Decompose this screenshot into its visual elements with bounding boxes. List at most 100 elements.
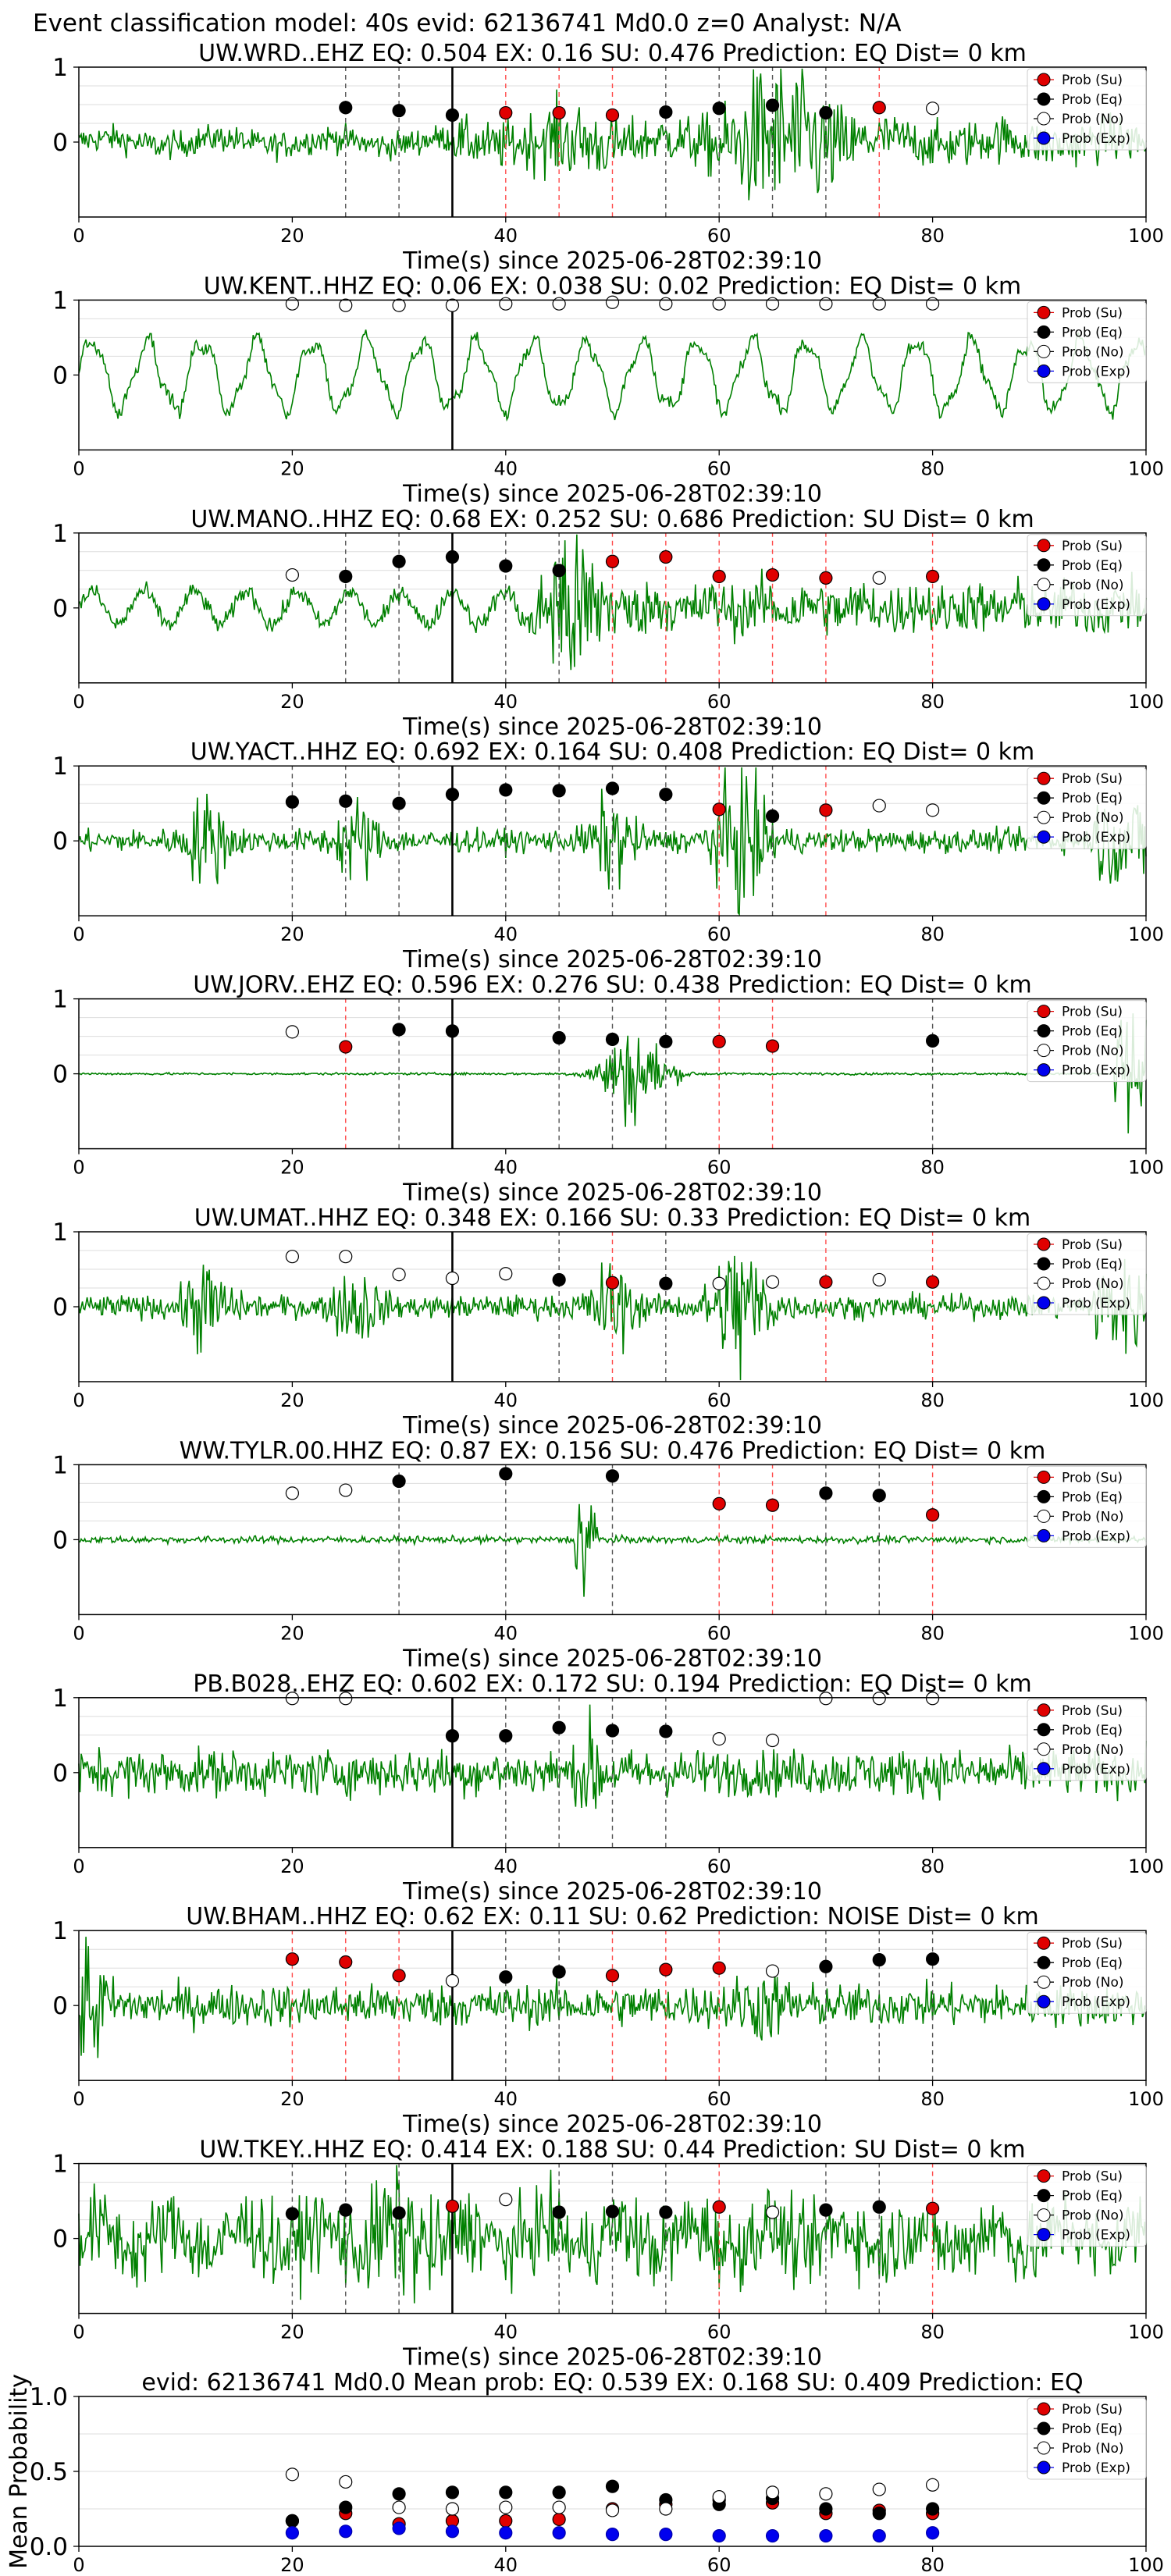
mean-prob-marker-no [925,2478,940,2492]
x-tick-label: 60 [707,457,731,479]
y-tick-label: 0 [52,1526,68,1554]
seismic-trace [78,1937,1147,2058]
y-axis-label: Mean Probability [5,2374,33,2569]
prob-marker-eq [499,559,513,573]
legend-marker [1037,1005,1051,1019]
prob-marker-eq [445,108,460,123]
mean-prob-marker-exp [712,2528,726,2543]
legend-label: Prob (Eq) [1062,558,1123,574]
legend-label: Prob (Exp) [1062,1296,1130,1311]
x-tick-label: 20 [280,2554,304,2576]
prob-marker-eq [552,2205,566,2219]
prob-marker-no [925,101,940,116]
x-axis-label: Time(s) since 2025-06-28T02:39:10 [402,1645,822,1672]
legend-label: Prob (Su) [1062,1703,1123,1719]
mean-prob-marker-eq [605,2479,620,2493]
legend-label: Prob (Exp) [1062,1762,1130,1777]
prob-marker-eq [659,2205,673,2219]
prob-marker-eq [552,564,566,578]
y-tick-label: 0 [52,1759,68,1788]
x-tick-label: 80 [920,923,945,945]
x-tick-label: 60 [707,225,731,247]
mean-prob-marker-no [659,2502,673,2516]
prob-marker-su [765,568,780,582]
legend-marker [1037,1994,1051,2008]
x-tick-label: 0 [73,2554,84,2576]
x-tick-label: 0 [73,1856,84,1877]
x-tick-label: 0 [73,923,84,945]
legend-marker [1037,1509,1051,1523]
y-tick-label: 0.5 [30,2458,68,2486]
y-tick-label: 0 [52,827,68,856]
prob-marker-eq [925,1952,940,1966]
prob-marker-eq [339,2203,353,2217]
x-tick-label: 60 [707,691,731,713]
panel-title: UW.MANO..HHZ EQ: 0.68 EX: 0.252 SU: 0.68… [190,506,1034,533]
mean-prob-marker-exp [339,2524,353,2539]
prob-marker-no [499,297,513,311]
x-tick-label: 60 [707,1622,731,1644]
prob-marker-eq [392,104,406,118]
mean-prob-marker-no [712,2490,726,2504]
x-tick-label: 0 [73,225,84,247]
legend-frame [1027,1931,1147,2014]
mean-prob-marker-no [605,2503,620,2517]
prob-marker-eq [339,569,353,584]
x-tick-label: 80 [920,1622,945,1644]
prob-marker-eq [392,1023,406,1037]
legend-marker [1037,2189,1051,2203]
legend-label: Prob (Exp) [1062,1063,1130,1079]
legend-label: Prob (Exp) [1062,2460,1130,2476]
prob-marker-eq [392,2206,406,2220]
x-axis-label: Time(s) since 2025-06-28T02:39:10 [402,713,822,741]
mean-prob-marker-no [445,2502,460,2516]
legend-marker [1037,597,1051,611]
prob-marker-su [605,108,620,123]
prob-marker-no [339,1692,353,1706]
x-tick-label: 60 [707,923,731,945]
prob-marker-no [712,297,726,311]
panel-title: WW.TYLR.00.HHZ EQ: 0.87 EX: 0.156 SU: 0.… [180,1437,1046,1464]
prob-marker-su [712,2200,726,2214]
legend-marker [1037,73,1051,87]
prob-marker-su [605,1276,620,1290]
mean-prob-marker-no [872,2482,886,2496]
x-tick-label: 0 [73,2088,84,2110]
legend-label: Prob (Eq) [1062,2189,1123,2204]
prob-marker-eq [392,796,406,810]
mean-prob-marker-eq [445,2485,460,2500]
legend-label: Prob (Su) [1062,539,1123,554]
x-tick-label: 80 [920,225,945,247]
prob-marker-no [605,295,620,309]
prob-marker-no [285,1486,299,1500]
x-tick-label: 20 [280,1157,304,1179]
prob-marker-no [872,571,886,585]
prob-marker-no [765,1275,780,1289]
legend-marker [1037,1703,1051,1717]
legend-label: Prob (No) [1062,1975,1124,1991]
prob-marker-eq [499,1467,513,1481]
mean-prob-marker-exp [605,2528,620,2542]
x-tick-label: 40 [494,1856,518,1877]
mean-prob-marker-no [285,2467,299,2482]
x-tick-label: 100 [1128,923,1164,945]
legend-marker [1037,1723,1051,1737]
prob-marker-no [285,1025,299,1039]
x-tick-label: 20 [280,1856,304,1877]
prob-marker-su [712,1496,726,1510]
prob-marker-eq [872,2200,886,2214]
prob-marker-eq [392,1474,406,1489]
prob-marker-su [285,1952,299,1966]
prob-marker-no [872,799,886,813]
mean-prob-marker-exp [872,2528,886,2543]
legend-label: Prob (Eq) [1062,2421,1123,2437]
x-tick-label: 80 [920,2088,945,2110]
y-tick-label: 0 [52,1293,68,1322]
prob-marker-su [925,1508,940,1522]
y-tick-label: 0 [52,1992,68,2020]
x-tick-label: 40 [494,2322,518,2343]
prob-marker-eq [445,1024,460,1038]
legend-marker [1037,1024,1051,1038]
panel-title: UW.UMAT..HHZ EQ: 0.348 EX: 0.166 SU: 0.3… [194,1204,1030,1232]
legend-label: Prob (Exp) [1062,597,1130,613]
